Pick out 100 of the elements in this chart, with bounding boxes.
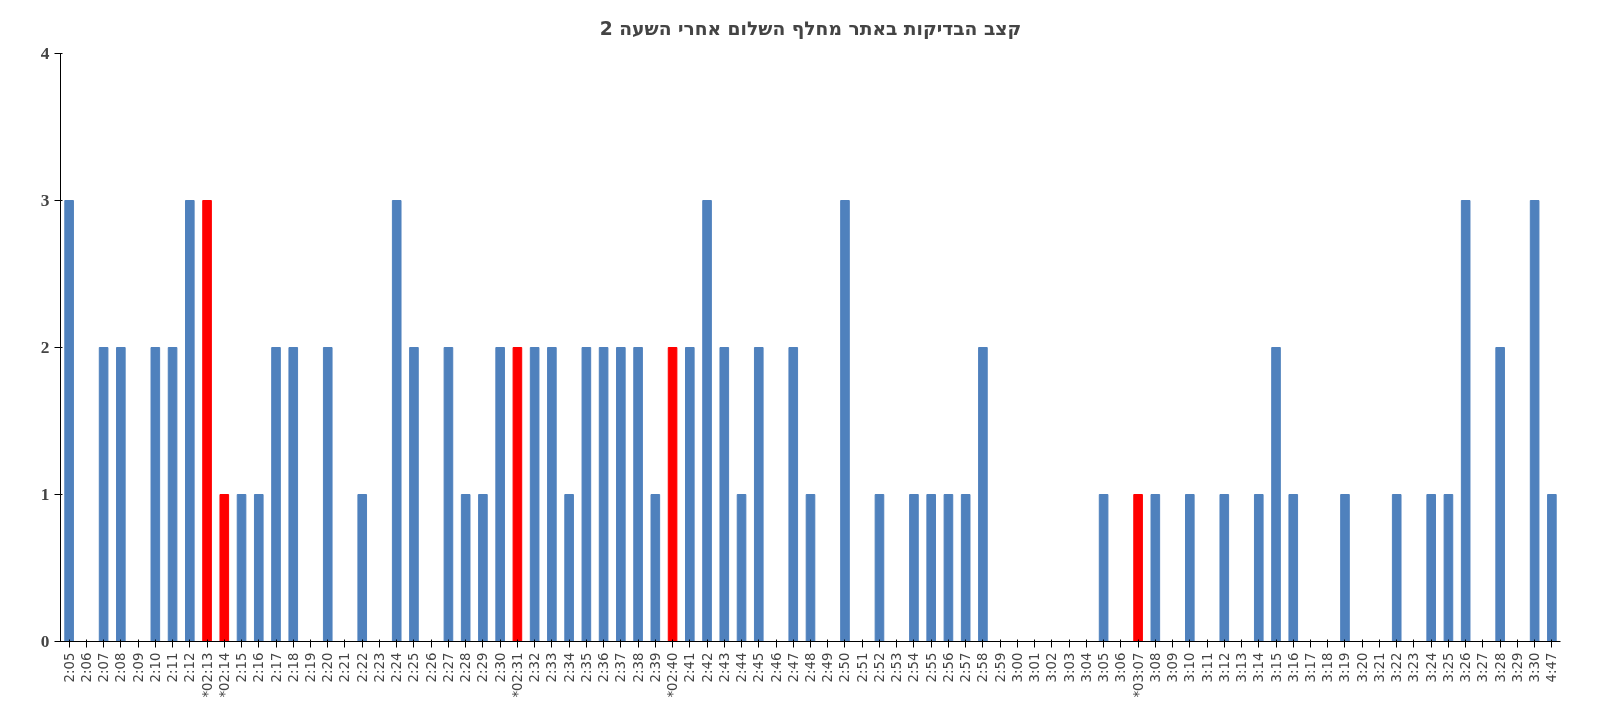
bar <box>736 494 747 642</box>
x-tick-label: 3:09 <box>1165 652 1181 683</box>
x-tick-label: 3:11 <box>1199 652 1215 683</box>
bar <box>150 347 161 642</box>
bar <box>236 494 247 642</box>
bar <box>1185 494 1195 642</box>
bar <box>1495 347 1505 642</box>
bar <box>753 347 764 642</box>
bar <box>960 494 971 642</box>
bar <box>1271 347 1281 642</box>
x-tick-label: 2:43 <box>716 652 732 683</box>
x-tick-label: 2:15 <box>234 652 250 683</box>
bar <box>633 347 643 642</box>
x-tick-label: 2:51 <box>854 652 870 683</box>
x-tick-label: 2:32 <box>527 652 543 683</box>
bar <box>943 494 954 642</box>
bar <box>443 347 454 642</box>
x-tick-label: 4:47 <box>1544 652 1560 683</box>
x-tick-label: 2:22 <box>354 652 370 683</box>
bar <box>512 347 523 642</box>
x-tick-label: 3:25 <box>1440 652 1456 683</box>
x-tick-label: 2:39 <box>647 652 663 683</box>
x-tick-label: 2:20 <box>320 652 336 683</box>
x-tick-label: 3:12 <box>1216 652 1232 683</box>
bar <box>529 347 540 642</box>
x-tick-label: 2:21 <box>337 652 353 683</box>
x-tick-label: 2:42 <box>699 652 715 683</box>
x-tick-label: 3:14 <box>1251 652 1267 683</box>
chart-title: קצב הבדיקות באתר מחלף השלום אחרי השעה 2 <box>599 17 1022 39</box>
x-tick-label: 2:52 <box>871 652 887 683</box>
x-tick-label: 3:29 <box>1509 652 1525 683</box>
x-tick-label: 2:16 <box>251 652 267 683</box>
x-tick-label: 2:11 <box>165 652 181 683</box>
bar <box>650 494 661 642</box>
x-tick-label: 2:18 <box>285 652 301 683</box>
bar <box>805 494 816 642</box>
x-tick-label: 3:03 <box>1061 652 1077 683</box>
bar <box>460 494 471 642</box>
x-tick-label: 3:24 <box>1423 652 1439 683</box>
x-tick-label: 3:21 <box>1371 652 1387 683</box>
x-tick-label: 2:33 <box>544 652 560 683</box>
x-tick-label: 2:47 <box>785 652 801 683</box>
bar <box>1443 494 1454 642</box>
bar <box>357 494 368 642</box>
x-tick-label: 3:02 <box>1044 652 1060 683</box>
x-tick-label: 2:12 <box>182 652 198 683</box>
x-tick-label: 3:17 <box>1303 652 1318 683</box>
x-tick-label: 2:55 <box>923 652 939 683</box>
bar <box>1391 494 1402 642</box>
x-tick-label: 2:25 <box>406 652 422 683</box>
x-tick-label: *02:13 <box>199 652 215 698</box>
y-tick-label: 0 <box>40 632 50 651</box>
x-tick-label: 2:54 <box>906 652 922 683</box>
bar <box>1529 200 1540 642</box>
bar <box>581 347 592 642</box>
bar <box>185 200 195 642</box>
x-tick-label: 2:45 <box>751 652 767 683</box>
x-tick-label: 2:17 <box>268 652 284 683</box>
x-tick-label: 3:06 <box>1113 652 1129 683</box>
x-tick-label: 3:00 <box>1009 652 1025 683</box>
bar <box>1460 200 1471 642</box>
bar <box>909 494 919 642</box>
x-tick-label: 3:15 <box>1268 652 1284 683</box>
x-tick-label: 3:16 <box>1285 652 1301 683</box>
bar <box>616 347 626 642</box>
x-tick-label: 2:35 <box>578 652 594 683</box>
x-tick-label: 2:58 <box>975 652 991 683</box>
x-tick-label: 3:10 <box>1182 652 1198 683</box>
bar <box>219 494 230 642</box>
bar <box>167 347 178 642</box>
x-tick-label: 2:46 <box>768 652 784 683</box>
x-tick-label: 2:19 <box>303 652 318 683</box>
bar <box>564 494 574 642</box>
x-tick-label: 2:09 <box>130 652 146 683</box>
x-tick-label: 2:48 <box>803 652 818 683</box>
bar <box>788 347 799 642</box>
bar <box>1133 494 1143 642</box>
x-tick-label: 2:44 <box>734 652 750 683</box>
bar <box>409 347 419 642</box>
bar <box>288 347 299 642</box>
x-tick-label: *02:31 <box>509 652 525 698</box>
x-tick-label: 2:06 <box>78 652 94 683</box>
bar <box>598 347 609 642</box>
x-tick-label: 3:19 <box>1337 652 1353 683</box>
x-tick-label: 2:10 <box>147 652 163 683</box>
x-tick-label: 3:30 <box>1527 652 1543 683</box>
x-tick-label: 2:05 <box>61 652 77 683</box>
x-tick-label: 3:05 <box>1096 652 1112 683</box>
bar <box>1288 494 1299 642</box>
y-tick-label: 2 <box>40 338 50 357</box>
bar <box>547 347 557 642</box>
bar <box>685 347 695 642</box>
x-tick-label: 2:56 <box>940 652 956 683</box>
bar <box>1426 494 1436 642</box>
x-tick-label: 2:29 <box>475 652 491 683</box>
bar <box>271 347 281 642</box>
x-tick-label: 2:53 <box>889 652 905 683</box>
bar <box>253 494 264 642</box>
y-tick-label: 1 <box>40 485 50 504</box>
bar <box>702 200 712 642</box>
